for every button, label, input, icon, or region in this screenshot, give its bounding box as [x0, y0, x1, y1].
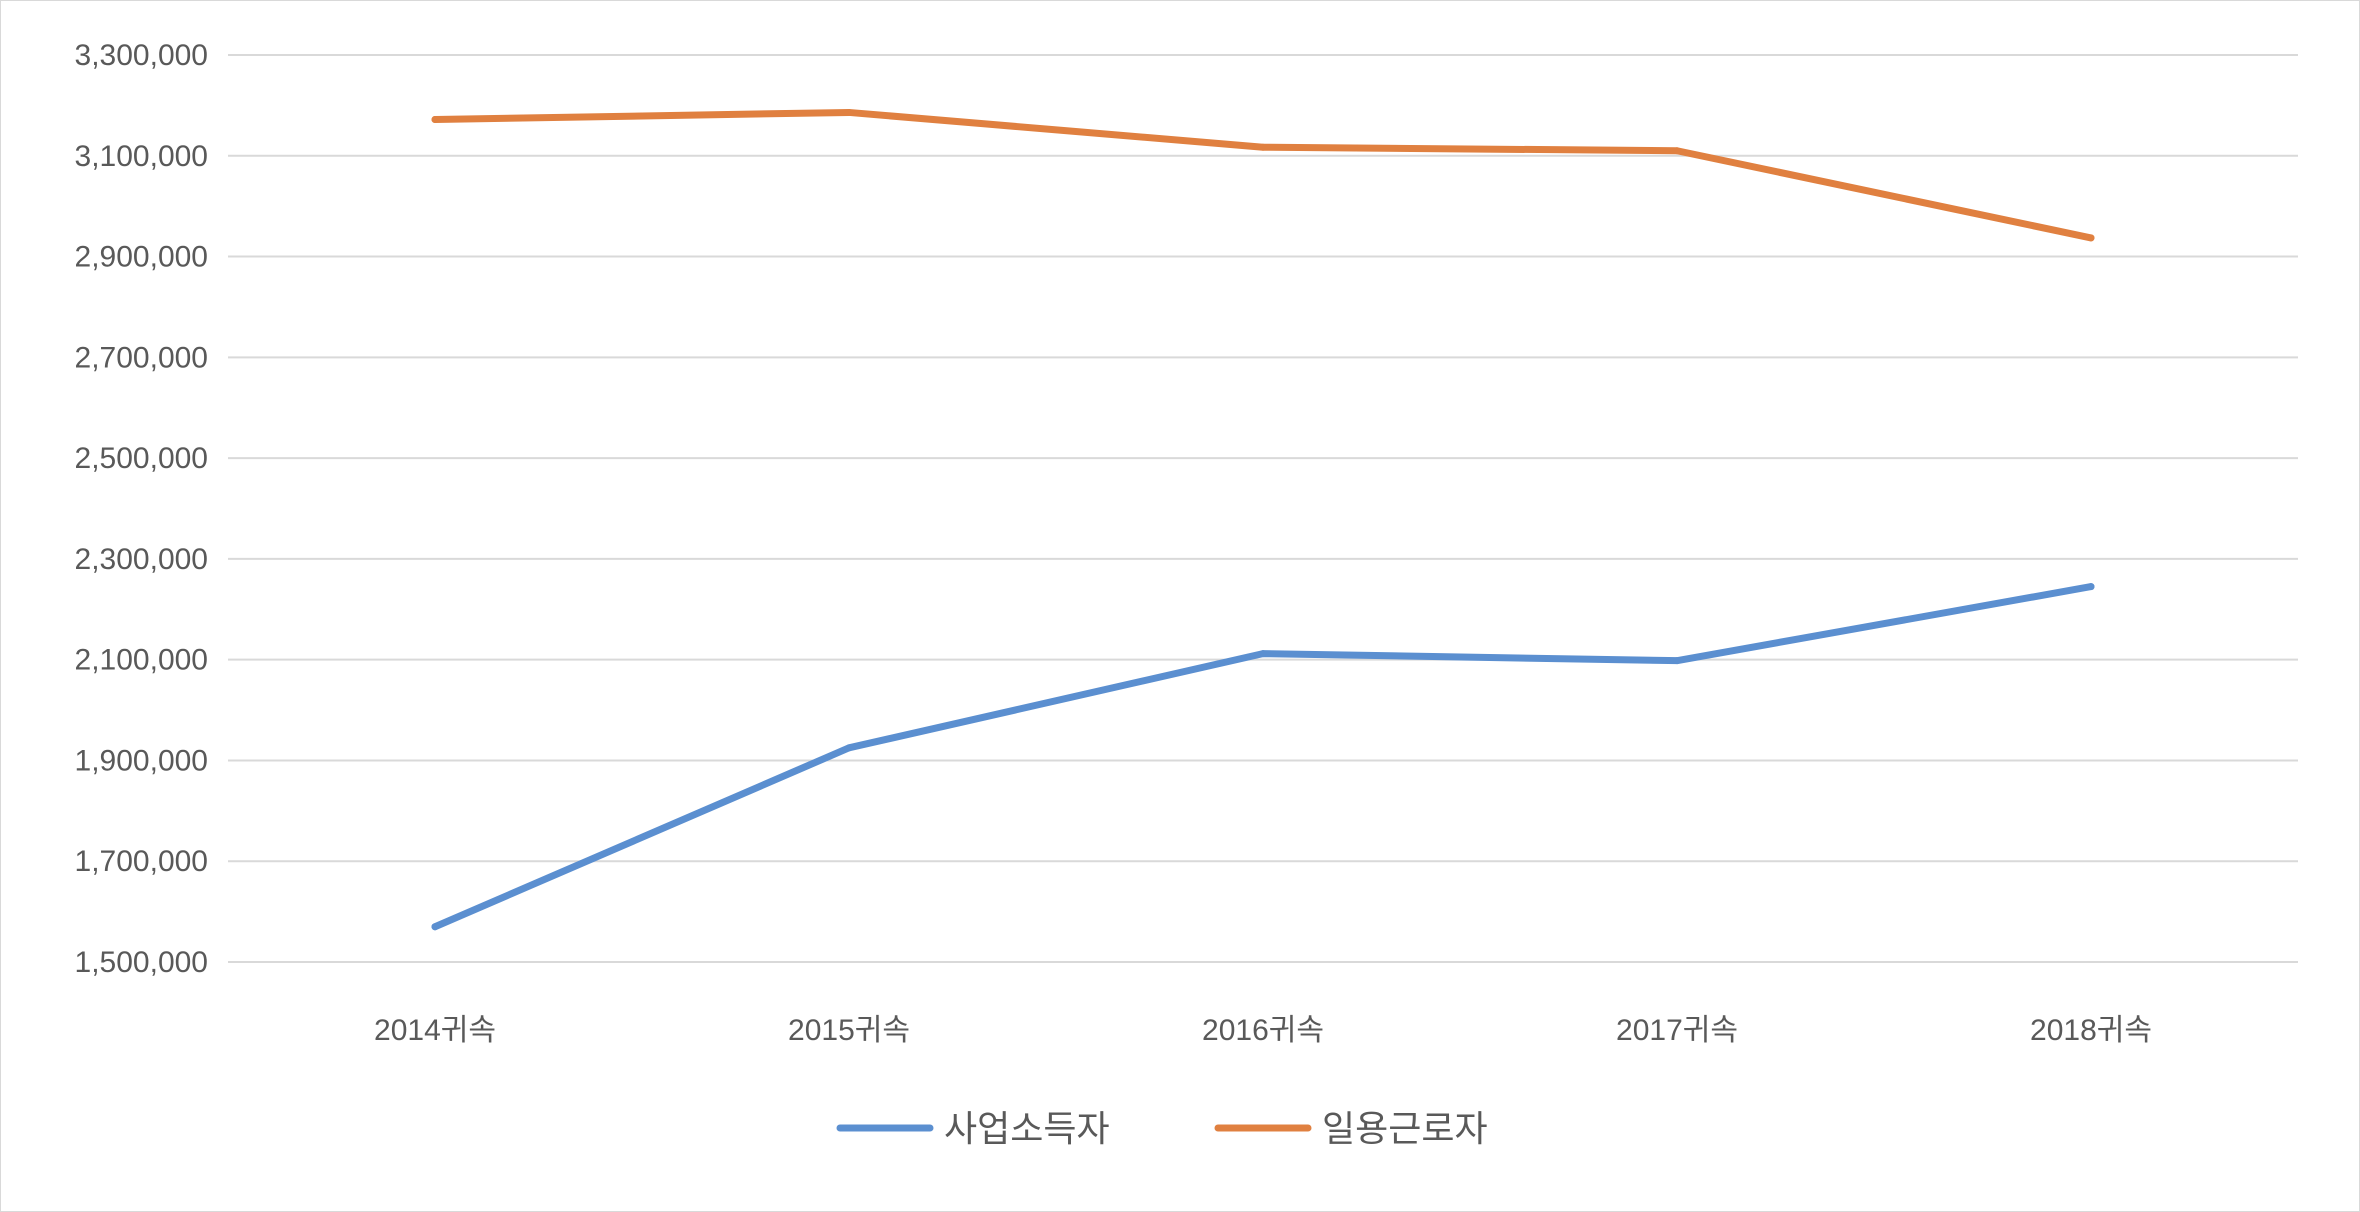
y-tick-label: 2,900,000	[75, 241, 208, 274]
data-point	[2087, 234, 2095, 242]
y-tick-label: 1,900,000	[75, 744, 208, 777]
y-tick-label: 2,300,000	[75, 543, 208, 576]
data-point	[845, 108, 853, 116]
series-line	[431, 583, 2095, 931]
y-tick-label: 1,500,000	[75, 946, 208, 979]
x-tick-label: 2014귀속	[374, 1014, 496, 1047]
data-point	[1259, 650, 1267, 658]
x-tick-label: 2016귀속	[1202, 1014, 1324, 1047]
data-point	[431, 923, 439, 931]
y-axis: 1,500,000 1,700,000 1,900,000 2,100,000 2,30…	[75, 39, 208, 979]
x-tick-label: 2017귀속	[1616, 1014, 1738, 1047]
data-point	[845, 744, 853, 752]
y-tick-label: 3,100,000	[75, 140, 208, 173]
series-line	[431, 108, 2095, 242]
series-lines	[431, 108, 2095, 931]
y-tick-label: 2,700,000	[75, 341, 208, 374]
data-point	[2087, 583, 2095, 591]
y-tick-label: 2,500,000	[75, 442, 208, 475]
data-point	[1673, 657, 1681, 665]
legend: 사업소득자 일용근로자	[836, 1109, 1488, 1150]
x-tick-label: 2018귀속	[2030, 1014, 2152, 1047]
data-point	[1259, 143, 1267, 151]
y-tick-label: 1,700,000	[75, 845, 208, 878]
data-point	[1673, 147, 1681, 155]
data-point	[431, 115, 439, 123]
legend-label: 일용근로자	[1322, 1109, 1488, 1150]
y-tick-label: 2,100,000	[75, 644, 208, 677]
x-tick-label: 2015귀속	[788, 1014, 910, 1047]
x-axis: 2014귀속 2015귀속 2016귀속 2017귀속 2018귀속	[374, 1014, 2152, 1047]
legend-label: 사업소득자	[944, 1109, 1110, 1150]
gridlines	[228, 54, 2298, 963]
y-tick-label: 3,300,000	[75, 39, 208, 72]
